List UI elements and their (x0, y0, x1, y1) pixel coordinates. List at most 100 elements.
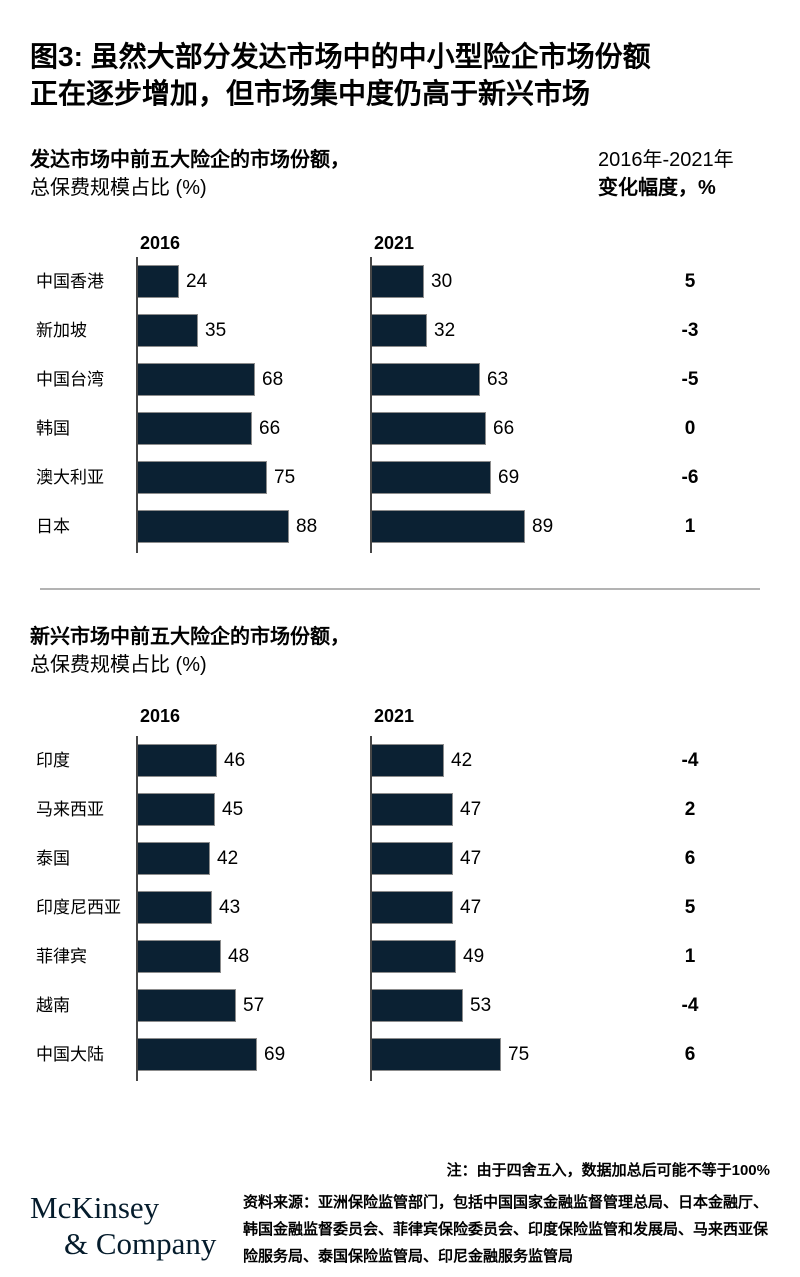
bar-value-label: 35 (205, 320, 227, 341)
section-subtitle: 总保费规模占比 (%) (30, 177, 207, 199)
bar-value-label: 57 (243, 995, 265, 1016)
row-category-label: 越南 (36, 996, 70, 1015)
change-header-label: 变化幅度，% (598, 177, 716, 199)
page-title: 图3: 虽然大部分发达市场中的中小型险企市场份额 正在逐步增加，但市场集中度仍高… (30, 38, 760, 112)
bar-cell: 63 (370, 363, 620, 396)
year-label-left: 2016 (140, 706, 181, 726)
bar (370, 793, 453, 826)
bar-value-label: 69 (264, 1044, 286, 1065)
bar-cell: 88 (136, 510, 370, 543)
chart-row: 印度 46 42 -4 (30, 744, 800, 777)
bar-value-label: 68 (262, 369, 284, 390)
bar-value-label: 49 (463, 946, 485, 967)
chart-row: 澳大利亚 75 69 -6 (30, 461, 800, 494)
bar-cell: 45 (136, 793, 370, 826)
row-category-label: 中国台湾 (36, 370, 104, 389)
row-category-label: 菲律宾 (36, 947, 87, 966)
change-value: -4 (681, 750, 699, 771)
row-category-label: 韩国 (36, 419, 70, 438)
logo-line2: & Company (64, 1226, 217, 1261)
bar (136, 891, 212, 924)
bar (136, 510, 289, 543)
row-category-label: 印度 (36, 751, 70, 770)
chart-row: 新加坡 35 32 -3 (30, 314, 800, 347)
change-value: 5 (684, 897, 696, 918)
chart-row: 韩国 66 66 0 (30, 412, 800, 445)
row-category-label: 泰国 (36, 849, 70, 868)
bar-rows: 中国香港 24 30 5 新加坡 35 32 -3 中国台湾 68 63 -5 韩国 66 66 0 澳大利亚 7… (30, 257, 800, 553)
change-header-years: 2016年-2021年 (598, 149, 734, 171)
bar-cell: 43 (136, 891, 370, 924)
bar-value-label: 69 (498, 467, 520, 488)
bar-value-label: 66 (493, 418, 515, 439)
bar-value-label: 89 (532, 516, 554, 537)
bar-value-label: 43 (219, 897, 241, 918)
bar (136, 940, 221, 973)
row-category-label: 日本 (36, 517, 70, 536)
year-labels-row: 2016 2021 (30, 232, 800, 254)
bar (136, 412, 252, 445)
section-title: 新兴市场中前五大险企的市场份额， (30, 626, 350, 648)
row-category-label: 中国香港 (36, 272, 104, 291)
year-label-right: 2021 (374, 233, 415, 253)
row-category-label: 印度尼西亚 (36, 898, 121, 917)
chart-row: 马来西亚 45 47 2 (30, 793, 800, 826)
chart-row: 日本 88 89 1 (30, 510, 800, 543)
bar-cell: 69 (136, 1038, 370, 1071)
bar (370, 461, 491, 494)
change-value: -4 (681, 995, 699, 1016)
page-title-line2: 正在逐步增加，但市场集中度仍高于新兴市场 (30, 78, 591, 109)
footer: McKinsey & Company 注：由于四舍五入，数据加总后可能不等于10… (0, 1160, 800, 1270)
bar-cell: 47 (370, 842, 620, 875)
chart-row: 泰国 42 47 6 (30, 842, 800, 875)
bar-value-label: 75 (274, 467, 296, 488)
change-value: 1 (684, 516, 696, 537)
page-title-line1: 图3: 虽然大部分发达市场中的中小型险企市场份额 (30, 41, 651, 72)
chart-row: 中国台湾 68 63 -5 (30, 363, 800, 396)
bar (370, 1038, 501, 1071)
axis-line-2016 (136, 736, 138, 1081)
bar-cell: 57 (136, 989, 370, 1022)
bar (370, 989, 463, 1022)
bar (136, 461, 267, 494)
bar-rows: 印度 46 42 -4 马来西亚 45 47 2 泰国 42 47 6 印度尼西亚 43 47 5 菲律宾 48 4… (30, 736, 800, 1081)
bar-value-label: 75 (508, 1044, 530, 1065)
chart-row: 中国大陆 69 75 6 (30, 1038, 800, 1071)
bar-cell: 75 (370, 1038, 620, 1071)
bar (136, 314, 198, 347)
mckinsey-logo: McKinsey & Company (30, 1190, 216, 1262)
change-value: -6 (681, 467, 699, 488)
bar (136, 1038, 257, 1071)
bar-cell: 53 (370, 989, 620, 1022)
row-category-label: 澳大利亚 (36, 468, 104, 487)
change-value: 1 (684, 946, 696, 967)
bar (370, 363, 480, 396)
bar-cell: 69 (370, 461, 620, 494)
bar-cell: 75 (136, 461, 370, 494)
bar-cell: 35 (136, 314, 370, 347)
emerging-section-header: 新兴市场中前五大险企的市场份额， 总保费规模占比 (%) (30, 623, 800, 679)
axis-line-2021 (370, 736, 372, 1081)
bar-cell: 68 (136, 363, 370, 396)
bar-value-label: 53 (470, 995, 492, 1016)
bar (370, 744, 444, 777)
developed-section-header: 发达市场中前五大险企的市场份额， 总保费规模占比 (%) 2016年-2021年… (30, 146, 800, 202)
source-note: 资料来源：亚洲保险监管部门，包括中国国家金融监督管理总局、日本金融厅、韩国金融监… (243, 1194, 769, 1265)
bar-cell: 66 (370, 412, 620, 445)
bar-value-label: 47 (460, 848, 482, 869)
bar-value-label: 66 (259, 418, 281, 439)
row-category-label: 马来西亚 (36, 800, 104, 819)
chart-row: 越南 57 53 -4 (30, 989, 800, 1022)
bar-cell: 49 (370, 940, 620, 973)
change-value: 5 (684, 271, 696, 292)
bar-value-label: 32 (434, 320, 456, 341)
bar (136, 989, 236, 1022)
bar (370, 842, 453, 875)
bar (136, 744, 217, 777)
bar-cell: 24 (136, 265, 370, 298)
bar-cell: 47 (370, 793, 620, 826)
footer-text: 注：由于四舍五入，数据加总后可能不等于100% 资料来源：亚洲保险监管部门，包括… (243, 1160, 770, 1270)
chart-row: 印度尼西亚 43 47 5 (30, 891, 800, 924)
section-title: 发达市场中前五大险企的市场份额， (30, 149, 350, 171)
bar (370, 891, 453, 924)
